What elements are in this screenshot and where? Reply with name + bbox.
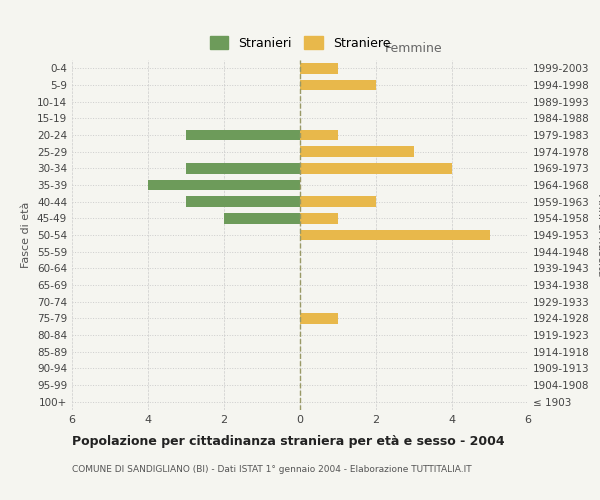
Y-axis label: Fasce di età: Fasce di età (22, 202, 31, 268)
Bar (300, 196, 376, 207)
Bar (300, 163, 452, 174)
Bar (186, 130, 300, 140)
Text: Femmine: Femmine (385, 42, 443, 54)
Bar (148, 180, 300, 190)
Bar (186, 163, 300, 174)
Text: COMUNE DI SANDIGLIANO (BI) - Dati ISTAT 1° gennaio 2004 - Elaborazione TUTTITALI: COMUNE DI SANDIGLIANO (BI) - Dati ISTAT … (72, 465, 472, 474)
Bar (186, 196, 300, 207)
Bar (224, 213, 300, 224)
Y-axis label: Anni di nascita: Anni di nascita (596, 194, 600, 276)
Text: Popolazione per cittadinanza straniera per età e sesso - 2004: Popolazione per cittadinanza straniera p… (72, 435, 505, 448)
Bar (300, 130, 338, 140)
Bar (300, 313, 338, 324)
Bar (300, 230, 490, 240)
Bar (300, 213, 338, 224)
Bar (300, 80, 376, 90)
Legend: Stranieri, Straniere: Stranieri, Straniere (205, 31, 395, 55)
Bar (300, 63, 338, 74)
Bar (300, 146, 414, 157)
